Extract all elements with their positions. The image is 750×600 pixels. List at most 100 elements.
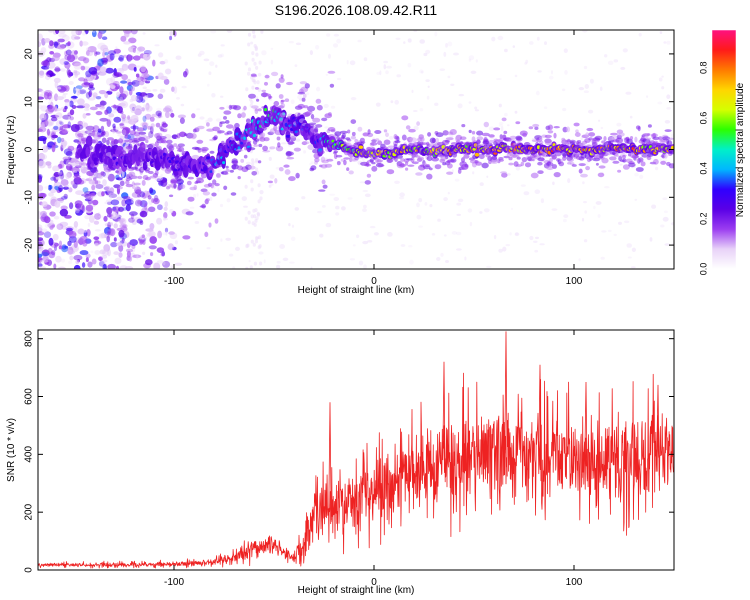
spectrogram-ridge-halo: [121, 113, 127, 120]
spectrogram-speckle: [261, 50, 267, 56]
spectrogram-speckle: [567, 178, 571, 184]
spectrogram-speckle: [427, 85, 430, 89]
spectrogram-noise-cell: [75, 209, 83, 216]
spectrogram-speckle: [363, 57, 368, 62]
snr-x-axis: -100 0 100: [164, 330, 583, 588]
spectrogram-speckle: [468, 55, 475, 61]
spectrogram-speckle: [543, 106, 548, 109]
spectrogram-ridge-halo: [223, 185, 228, 190]
spectrogram-speckle: [247, 220, 251, 225]
spectrogram-speckle: [509, 232, 512, 236]
spectrogram-noise-cell: [102, 47, 109, 53]
spectrogram-speckle: [218, 169, 222, 174]
snr-y-tick-label: 0: [24, 567, 35, 573]
spectrogram-speckle: [600, 126, 604, 130]
spectrogram-speckle: [72, 75, 76, 79]
spectrogram-noise-cell: [39, 259, 49, 263]
spectrogram-speckle: [111, 109, 118, 114]
spectrogram-ridge-halo: [229, 169, 234, 173]
spectrogram-speckle: [253, 214, 257, 219]
spectrogram-ridge-halo: [176, 175, 182, 182]
spectrogram-speckle: [658, 77, 663, 82]
spectrogram-noise-cell: [59, 240, 62, 247]
spectrogram-speckle: [454, 178, 460, 182]
colorbar-gradient: [712, 30, 736, 269]
spectrogram-speckle: [165, 231, 168, 236]
spectrogram-noise-cell: [139, 92, 148, 97]
spectrogram-noise-cell: [49, 225, 54, 230]
spectrogram-noise-cell: [73, 62, 83, 70]
spectrogram-noise-cell: [124, 199, 134, 206]
spectrogram-ridge-halo: [117, 186, 123, 190]
spectrogram-speckle: [208, 71, 212, 75]
spectrogram-speckle: [458, 93, 465, 97]
spectrogram-speckle: [563, 214, 569, 219]
spectrogram-speckle: [456, 202, 462, 206]
spectrogram-speckle: [664, 120, 671, 124]
spectrogram-speckle: [659, 158, 663, 162]
spectrogram-noise-cell: [51, 117, 58, 122]
snr-peak: [584, 381, 588, 482]
spectrogram-speckle: [363, 204, 367, 209]
spectrogram-noise-cell: [100, 259, 108, 263]
spectrogram-noise-cell: [113, 223, 118, 229]
spectrogram-speckle: [104, 201, 108, 205]
spectrogram-ridge-halo: [277, 142, 281, 148]
spectrogram-noise-cell: [38, 135, 47, 142]
spectrogram-noise-cell: [105, 67, 114, 74]
spectrogram-speckle: [68, 81, 74, 85]
spectrogram-speckle: [257, 199, 261, 204]
spectrogram-speckle: [375, 102, 381, 107]
spectrogram-ridge-halo: [248, 93, 256, 99]
spectrogram-ridge-halo: [226, 130, 233, 135]
snr-peak: [504, 331, 508, 477]
spectrogram-ridge-core: [264, 108, 268, 112]
spectrogram-noise-cell: [48, 251, 56, 259]
spectrogram-ridge-halo: [293, 147, 301, 152]
spectrogram-ridge-halo: [212, 136, 218, 141]
spectrogram-ridge-halo: [617, 169, 622, 173]
spectrogram-ridge-halo: [416, 121, 420, 126]
spectrogram-speckle: [220, 53, 225, 58]
spectrogram-noise-cell: [81, 41, 89, 46]
spectrogram-ridge-halo: [327, 70, 336, 74]
spectrogram-noise-cell: [127, 133, 135, 141]
spectrogram-noise-cell: [148, 206, 156, 213]
spectrogram-speckle: [657, 101, 663, 105]
spectrogram-x-label: Height of straight line (km): [298, 285, 415, 296]
spectrogram-ridge-halo: [162, 107, 171, 113]
spectrogram-ridge-halo: [119, 123, 124, 126]
spectrogram-ridge-halo: [399, 163, 406, 168]
spectrogram-speckle: [607, 229, 612, 233]
spectrogram-noise-cell: [45, 119, 54, 127]
spectrogram-noise-cell: [82, 187, 89, 193]
spectrogram-y-label: Frequency (Hz): [6, 116, 17, 185]
spectrogram-noise-cell: [53, 175, 59, 183]
spectrogram-speckle: [260, 30, 264, 34]
spectrogram-noise-cell: [151, 113, 157, 118]
spectrogram-noise-cell: [137, 200, 142, 205]
spectrogram-speckle: [597, 214, 601, 218]
spectrogram-ridge-halo: [109, 214, 113, 217]
spectrogram-ridge-halo: [415, 172, 423, 176]
spectrogram-noise-cell: [53, 77, 61, 83]
spectrogram-speckle: [431, 233, 436, 236]
spectrogram-speckle: [220, 44, 225, 47]
spectrogram-speckle: [456, 248, 462, 251]
spectrogram-speckle: [416, 214, 422, 220]
spectrogram-noise-cell: [70, 159, 79, 163]
spectrogram-ridge-core: [474, 152, 480, 157]
spectrogram-ridge-halo: [357, 126, 363, 132]
spectrogram-speckle: [41, 228, 48, 233]
spectrogram-speckle: [613, 233, 617, 237]
spectrogram-noise-cell: [122, 224, 127, 228]
spectrogram-speckle: [369, 225, 376, 229]
spectrogram-noise-cell: [38, 175, 43, 183]
spectrogram-y-tick-label: -10: [24, 190, 35, 205]
spectrogram-ridge-halo: [204, 231, 209, 237]
spectrogram-noise-cell: [129, 239, 138, 246]
spectrogram-noise-cell: [107, 50, 117, 56]
spectrogram-ridge-halo: [254, 138, 260, 142]
spectrogram-speckle: [429, 204, 433, 208]
spectrogram-ridge-halo: [306, 110, 313, 115]
